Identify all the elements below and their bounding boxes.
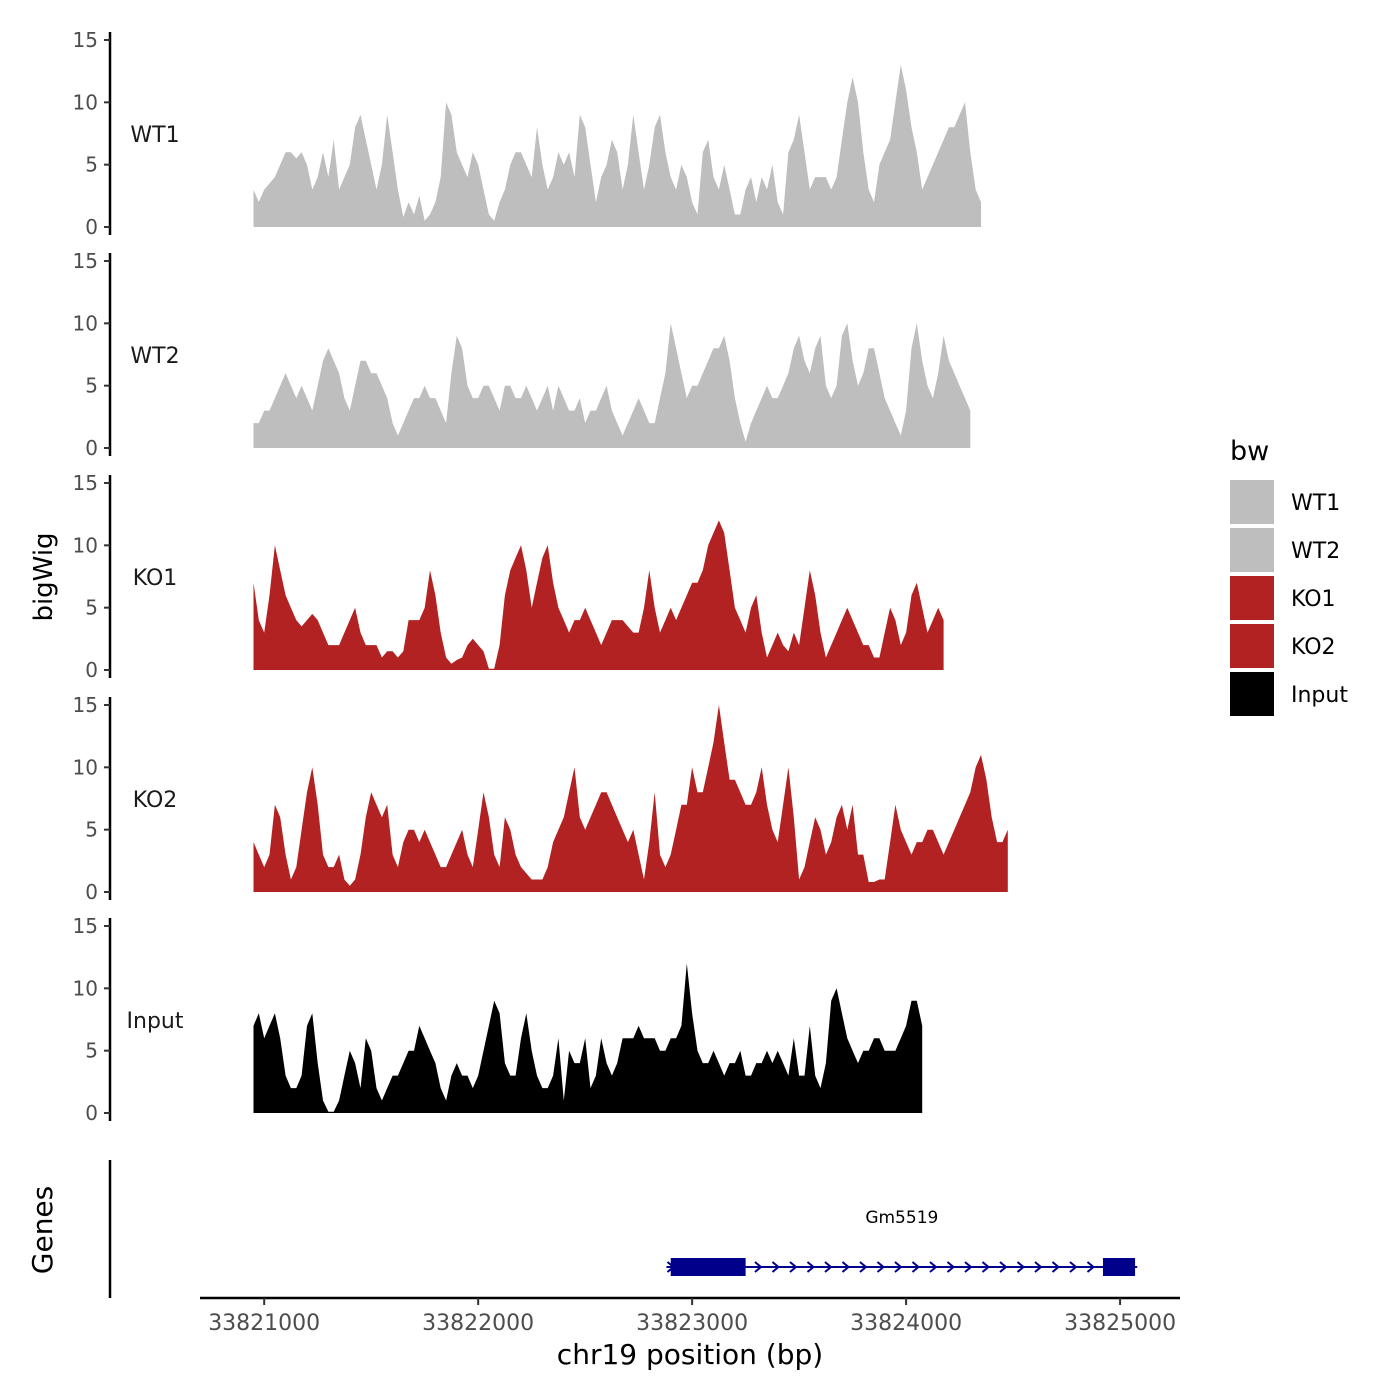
strand-arrow — [1051, 1261, 1061, 1273]
legend-label-wt1: WT1 — [1291, 491, 1340, 516]
gene-exon — [1102, 1258, 1136, 1276]
track-panel-wt1: 0 5 10 15 WT1 — [73, 28, 981, 239]
gene-exon — [670, 1258, 746, 1276]
strand-arrow — [999, 1261, 1008, 1273]
strand-arrow — [929, 1261, 938, 1273]
y-tick-label: 0 — [85, 1101, 98, 1125]
legend-title: bw — [1230, 436, 1269, 467]
x-axis: 33821000 33822000 33823000 33824000 33825000 — [200, 1296, 1180, 1336]
y-tick-label: 0 — [85, 880, 98, 904]
y-tick-label: 0 — [85, 215, 98, 239]
track-panel-input: 0 5 10 15 Input — [73, 914, 923, 1125]
strand-arrow — [946, 1261, 956, 1273]
y-tick-label: 10 — [73, 976, 98, 1000]
legend-key-wt2 — [1230, 528, 1274, 572]
y-tick-label: 5 — [85, 818, 98, 842]
legend-key-input — [1230, 672, 1274, 716]
track-label-ko1: KO1 — [133, 566, 178, 591]
y-tick-label: 15 — [73, 28, 98, 52]
strand-arrow — [1016, 1261, 1026, 1273]
y-tick-label: 10 — [73, 311, 98, 335]
area-input — [253, 963, 923, 1113]
area-ko2 — [253, 705, 1008, 892]
y-tick-label: 5 — [85, 596, 98, 620]
y-tick-label: 15 — [73, 914, 98, 938]
strand-arrow — [824, 1261, 833, 1273]
gene-name-label: Gm5519 — [865, 1208, 938, 1228]
legend-label-input: Input — [1291, 683, 1348, 708]
strand-arrow — [911, 1261, 921, 1273]
x-tick-label: 33822000 — [422, 1311, 534, 1336]
legend-label-wt2: WT2 — [1291, 539, 1340, 564]
strand-arrow — [894, 1261, 903, 1273]
genes-panel-label: Genes — [26, 1186, 59, 1274]
y-axis-label: bigWig — [29, 532, 59, 621]
x-tick-label: 33821000 — [208, 1311, 320, 1336]
y-tick-label: 5 — [85, 1039, 98, 1063]
strand-arrow — [1069, 1261, 1078, 1273]
x-tick-label: 33825000 — [1064, 1311, 1176, 1336]
y-tick-label: 0 — [85, 436, 98, 460]
y-tick-label: 10 — [73, 90, 98, 114]
strand-arrow — [771, 1261, 781, 1273]
x-tick-label: 33824000 — [850, 1311, 962, 1336]
y-tick-label: 5 — [85, 374, 98, 398]
legend-key-ko1 — [1230, 576, 1274, 620]
track-label-wt1: WT1 — [130, 123, 179, 148]
track-label-ko2: KO2 — [133, 788, 178, 813]
y-tick-label: 15 — [73, 249, 98, 273]
strand-arrow — [876, 1261, 886, 1273]
legend-key-ko2 — [1230, 624, 1274, 668]
track-label-input: Input — [127, 1009, 184, 1034]
strand-arrow — [806, 1261, 816, 1273]
legend: bw WT1 WT2 KO1 KO2 Input — [1230, 436, 1348, 716]
y-tick-label: 10 — [73, 533, 98, 557]
y-tick-label: 15 — [73, 693, 98, 717]
y-tick-label: 15 — [73, 471, 98, 495]
strand-arrow — [1086, 1261, 1096, 1273]
track-panel-ko2: 0 5 10 15 KO2 — [73, 693, 1008, 904]
y-tick-label: 0 — [85, 658, 98, 682]
track-panels: 0 5 10 15 WT1 0 5 10 15 WT2 0 5 10 15 KO1 0 5 10 15 KO2 0 5 10… — [73, 28, 1008, 1125]
legend-label-ko1: KO1 — [1291, 587, 1336, 612]
strand-arrow — [841, 1261, 851, 1273]
strand-arrow — [1034, 1261, 1043, 1273]
x-tick-label: 33823000 — [636, 1311, 748, 1336]
area-wt1 — [253, 64, 981, 228]
legend-key-wt1 — [1230, 480, 1274, 524]
strand-arrow — [859, 1261, 868, 1273]
track-panel-ko1: 0 5 10 15 KO1 — [73, 471, 944, 682]
legend-label-ko2: KO2 — [1291, 635, 1336, 660]
genes-panel: Gm5519 — [108, 1160, 1138, 1298]
area-ko1 — [253, 520, 944, 670]
track-panel-wt2: 0 5 10 15 WT2 — [73, 249, 971, 460]
gene-gm5519: Gm5519 — [666, 1208, 1138, 1276]
strand-arrow — [981, 1261, 991, 1273]
area-wt2 — [253, 323, 971, 448]
strand-arrow — [964, 1261, 973, 1273]
x-axis-title: chr19 position (bp) — [557, 1338, 823, 1371]
y-tick-label: 5 — [85, 153, 98, 177]
strand-arrow — [754, 1261, 763, 1273]
strand-arrow — [789, 1261, 798, 1273]
y-tick-label: 10 — [73, 755, 98, 779]
track-label-wt2: WT2 — [130, 344, 179, 369]
